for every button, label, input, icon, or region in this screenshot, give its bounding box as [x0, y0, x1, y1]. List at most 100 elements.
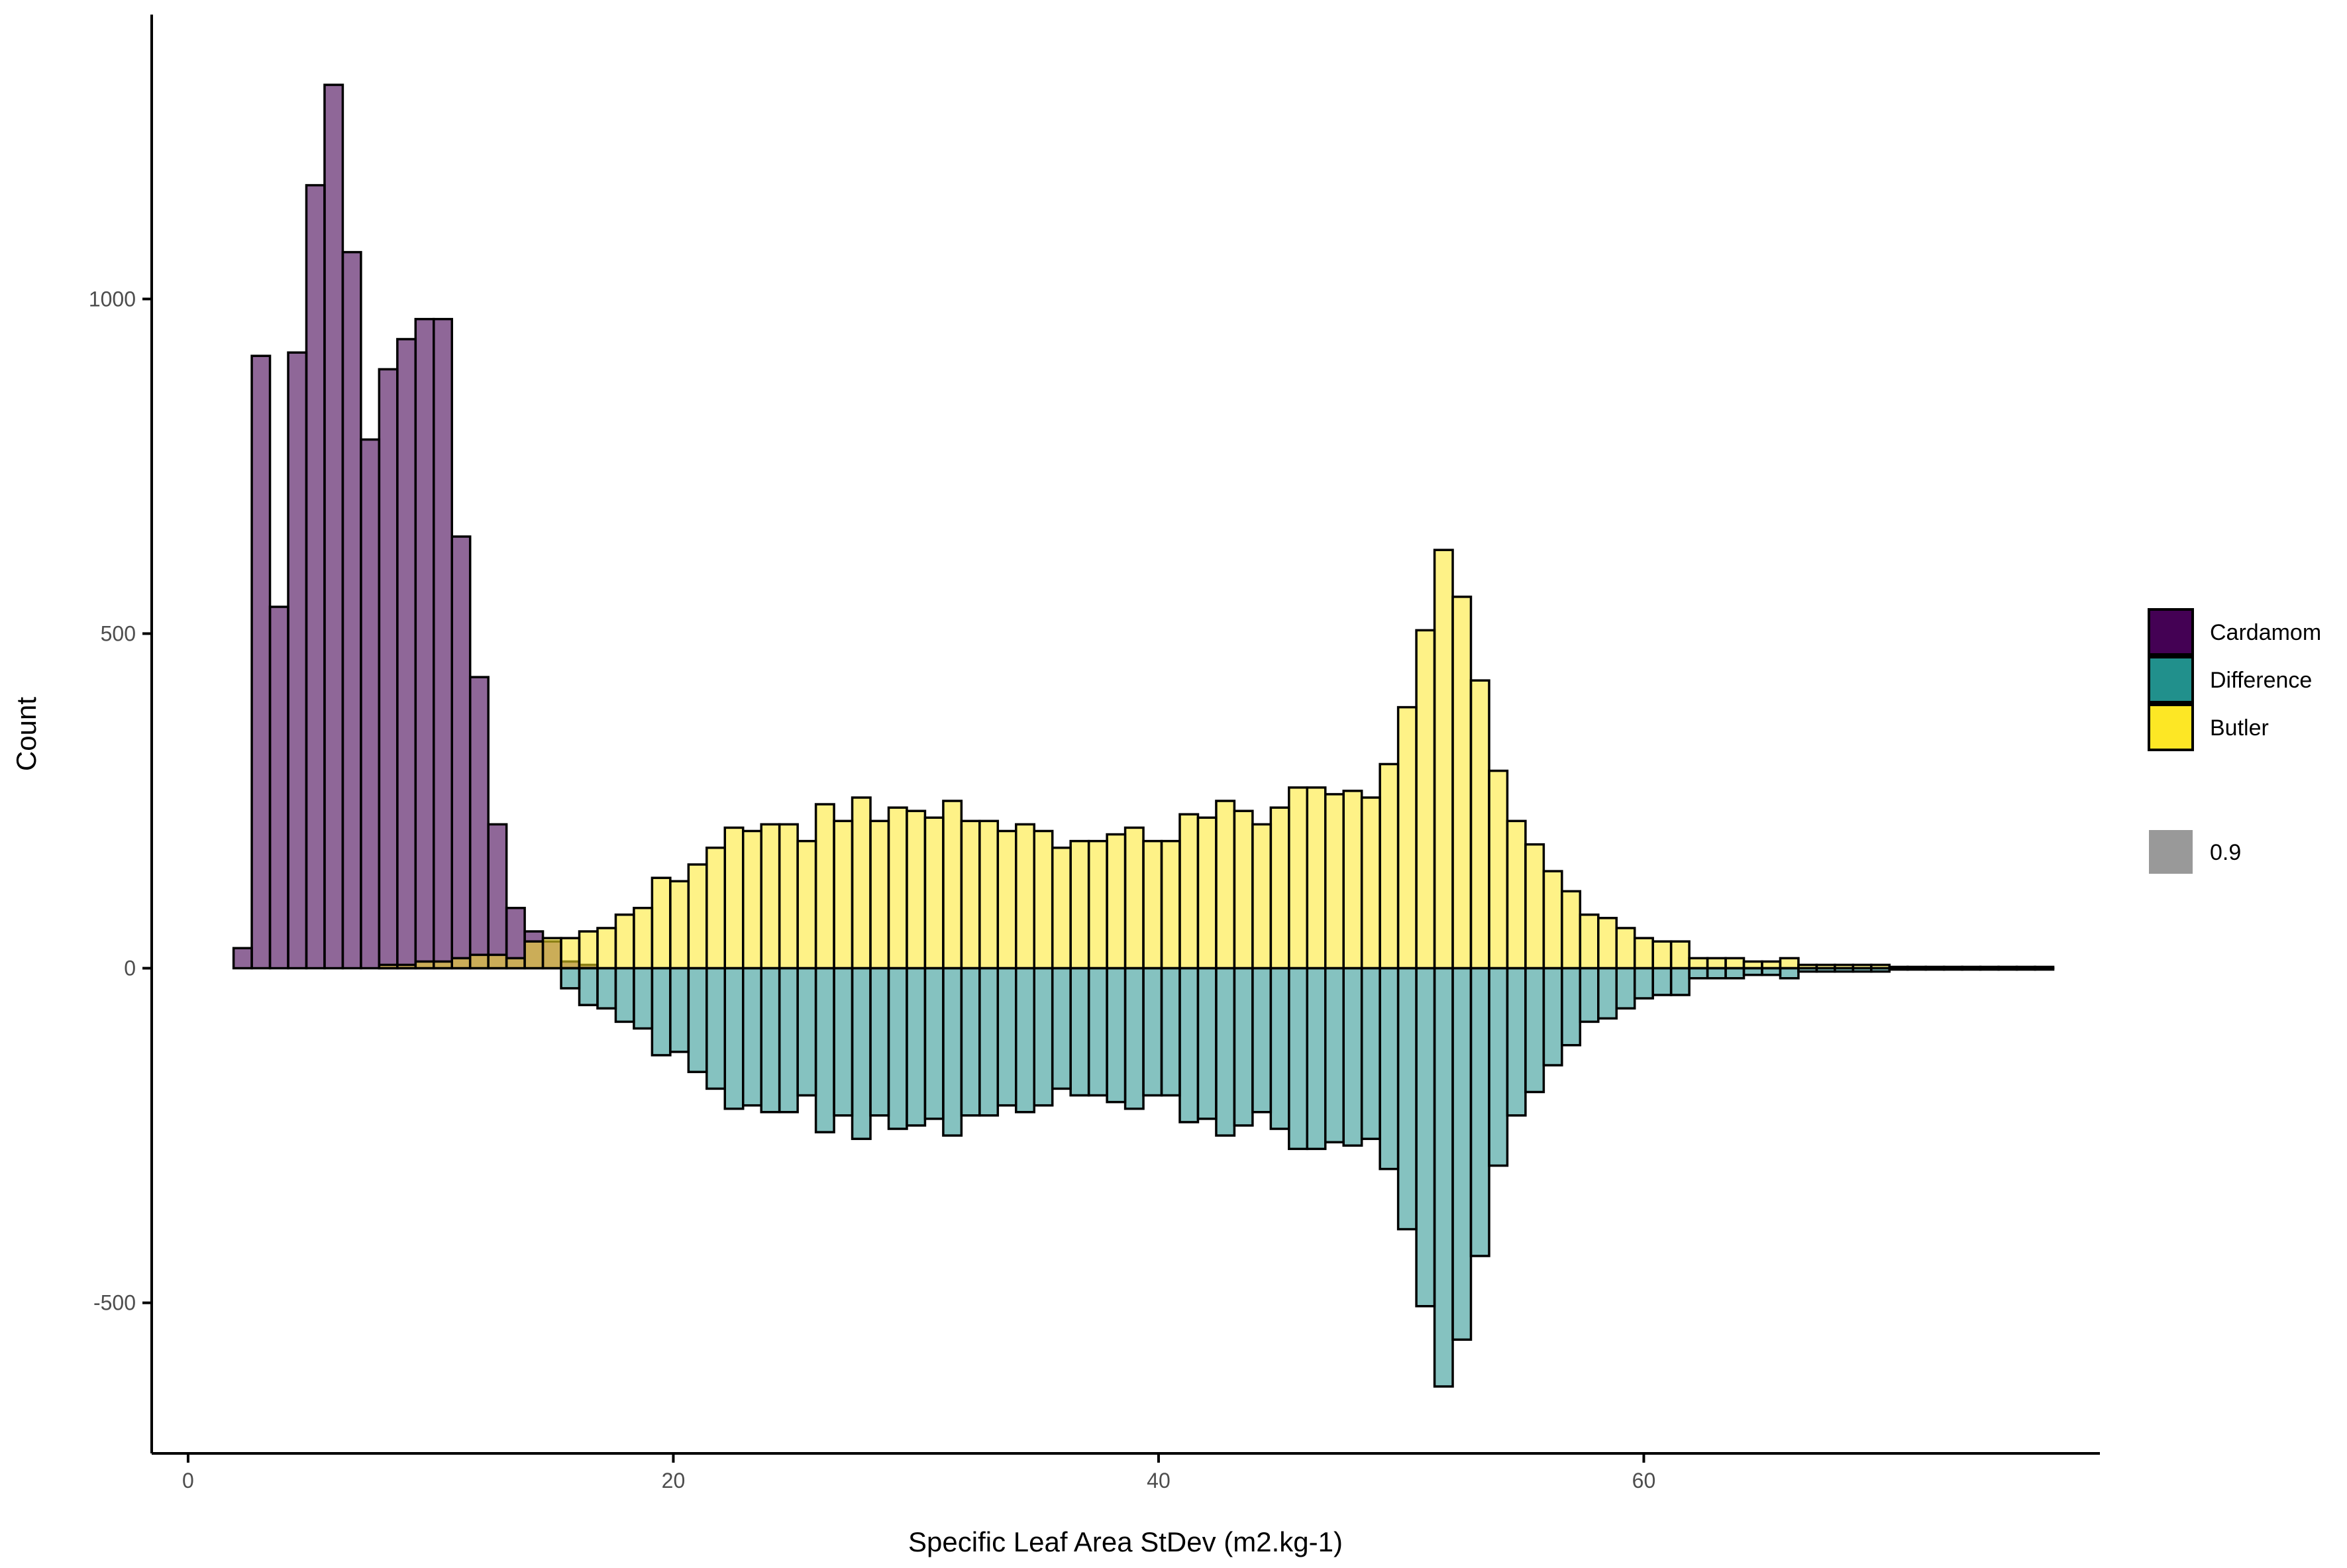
bar-difference: [669, 967, 690, 1053]
bar-difference: [578, 967, 599, 1006]
bar-difference: [796, 967, 817, 1097]
bar-butler: [1033, 829, 1054, 970]
bar-difference: [1524, 967, 1545, 1094]
bar-butler: [1142, 839, 1163, 970]
legend-key-cardamom: [2148, 608, 2194, 656]
bar-butler: [1288, 786, 1309, 970]
bar-difference: [1178, 967, 1200, 1124]
y-tick-label: 500: [101, 621, 136, 645]
bar-butler: [978, 819, 1000, 970]
bar-cardamom: [323, 83, 344, 970]
bar-butler: [942, 800, 963, 970]
bar-difference: [1488, 967, 1509, 1167]
bar-difference: [1469, 967, 1490, 1257]
bar-cardamom: [487, 823, 508, 970]
bar-difference: [1142, 967, 1163, 1097]
bar-difference: [869, 967, 890, 1117]
bar-difference: [1870, 967, 1891, 973]
bar-butler: [633, 906, 654, 970]
legend-key-alpha: [2149, 830, 2193, 874]
bar-butler: [523, 940, 545, 970]
bar-difference: [1961, 967, 1982, 971]
bar-difference: [1651, 967, 1673, 996]
bar-difference: [1669, 967, 1691, 996]
bar-difference: [1615, 967, 1636, 1010]
bar-difference: [2034, 967, 2055, 971]
bar-difference: [741, 967, 762, 1107]
bar-butler: [1269, 806, 1290, 970]
axes-layer: [150, 15, 2100, 1455]
bar-butler: [1342, 790, 1363, 970]
bar-difference: [1797, 967, 1818, 973]
x-axis-title: Specific Leaf Area StDev (m2.kg-1): [908, 1526, 1343, 1557]
ticks-layer: 0 20 40 60 -500 0 500 1000: [89, 287, 1655, 1492]
bar-difference: [1451, 967, 1473, 1341]
bar-difference: [1379, 967, 1400, 1171]
bar-difference: [1779, 967, 1800, 980]
legend-key-difference: [2148, 656, 2194, 704]
bar-butler: [814, 803, 835, 970]
legend-label-alpha: 0.9: [2210, 840, 2241, 865]
bar-butler: [414, 960, 435, 970]
bar-butler: [1542, 870, 1563, 970]
bar-butler: [1123, 826, 1145, 970]
bar-difference: [1633, 967, 1654, 1000]
y-axis-title: Count: [11, 697, 42, 771]
bar-butler: [1106, 833, 1127, 970]
bar-difference: [1852, 967, 1873, 973]
y-tick-label: 1000: [89, 287, 136, 311]
bar-difference: [1924, 967, 1946, 971]
bar-difference: [1269, 967, 1290, 1130]
bar-butler: [1524, 843, 1545, 970]
bar-difference: [760, 967, 781, 1114]
bar-butler: [541, 937, 562, 970]
bar-difference: [1997, 967, 2018, 971]
bar-butler: [487, 953, 508, 970]
bar-difference: [906, 967, 927, 1127]
bar-butler: [1160, 839, 1181, 970]
bar-cardamom: [414, 317, 435, 970]
legend-label-butler: Butler: [2210, 715, 2269, 741]
bar-butler: [651, 876, 672, 970]
bar-cardamom: [360, 438, 381, 970]
x-tick-label: 0: [182, 1469, 194, 1492]
bar-butler: [1506, 819, 1527, 970]
bar-difference: [651, 967, 672, 1057]
bar-butler: [1633, 937, 1654, 970]
x-tick-label: 20: [662, 1469, 686, 1492]
legend-label-cardamom: Cardamom: [2210, 620, 2321, 645]
bar-difference: [1069, 967, 1090, 1097]
bar-difference: [1342, 967, 1363, 1147]
bar-butler: [1069, 839, 1090, 970]
bar-butler: [596, 927, 617, 970]
bar-butler: [1196, 816, 1218, 970]
bar-difference: [687, 967, 708, 1073]
bar-butler: [869, 819, 890, 970]
bar-cardamom: [287, 351, 308, 970]
bar-difference: [1396, 967, 1418, 1231]
bar-butler: [723, 826, 745, 970]
bar-butler: [996, 829, 1017, 970]
bar-butler: [1379, 762, 1400, 970]
bar-butler: [1051, 846, 1072, 970]
bar-butler: [1324, 793, 1345, 970]
bar-butler: [906, 810, 927, 970]
bar-difference: [960, 967, 981, 1117]
bar-butler: [1669, 940, 1691, 970]
bar-difference: [1761, 967, 1782, 976]
legend-key-butler: [2148, 704, 2194, 751]
bar-difference: [1087, 967, 1108, 1097]
bar-difference: [1123, 967, 1145, 1110]
bar-butler: [1433, 549, 1454, 970]
bar-butler: [1178, 813, 1200, 970]
bar-butler: [1779, 957, 1800, 970]
bar-butler: [1651, 940, 1673, 970]
bar-difference: [1942, 967, 1963, 971]
bar-difference: [833, 967, 854, 1117]
bar-difference: [705, 967, 727, 1090]
bar-difference: [1979, 967, 2000, 971]
bar-cardamom: [305, 183, 326, 970]
y-tick-label: -500: [93, 1291, 136, 1315]
bar-butler: [450, 957, 472, 970]
